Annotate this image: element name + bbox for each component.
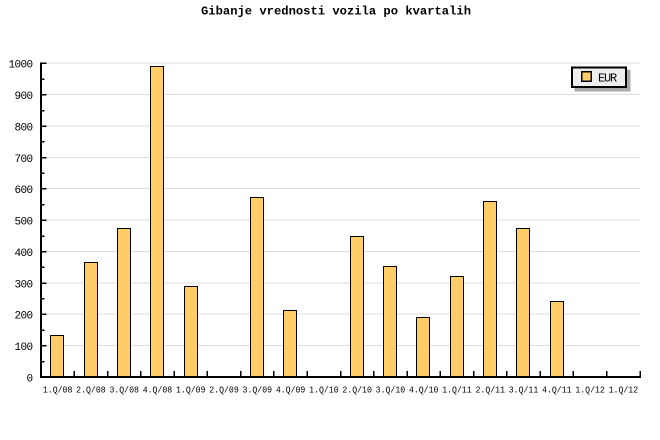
svg-text:2.Q/10: 2.Q/10: [342, 386, 372, 396]
svg-text:4.Q/09: 4.Q/09: [276, 386, 306, 396]
svg-text:3.Q/10: 3.Q/10: [376, 386, 406, 396]
svg-text:700: 700: [14, 154, 32, 166]
svg-text:1.Q/12: 1.Q/12: [575, 386, 605, 396]
svg-text:4.Q/08: 4.Q/08: [143, 386, 173, 396]
svg-text:1.Q/08: 1.Q/08: [43, 386, 73, 396]
svg-text:800: 800: [14, 122, 32, 134]
svg-text:EUR: EUR: [598, 71, 617, 85]
svg-text:2.Q/09: 2.Q/09: [209, 386, 239, 396]
svg-text:Gibanje vrednosti vozila po kv: Gibanje vrednosti vozila po kvartalih: [201, 5, 471, 19]
svg-text:1.Q/12: 1.Q/12: [609, 386, 639, 396]
svg-text:1.Q/09: 1.Q/09: [176, 386, 206, 396]
svg-text:3.Q/09: 3.Q/09: [243, 386, 273, 396]
svg-text:900: 900: [14, 91, 32, 103]
svg-text:2.Q/11: 2.Q/11: [476, 386, 506, 396]
svg-text:200: 200: [14, 311, 32, 323]
svg-text:600: 600: [14, 185, 32, 197]
svg-text:1000: 1000: [8, 60, 32, 72]
svg-text:400: 400: [14, 248, 32, 260]
svg-text:1.Q/10: 1.Q/10: [309, 386, 339, 396]
svg-text:500: 500: [14, 217, 32, 229]
svg-text:0: 0: [26, 374, 32, 386]
svg-text:100: 100: [14, 342, 32, 354]
svg-text:3.Q/08: 3.Q/08: [109, 386, 139, 396]
svg-text:300: 300: [14, 279, 32, 291]
svg-text:4.Q/11: 4.Q/11: [542, 386, 572, 396]
svg-text:3.Q/11: 3.Q/11: [509, 386, 539, 396]
svg-text:2.Q/08: 2.Q/08: [76, 386, 106, 396]
svg-text:4.Q/10: 4.Q/10: [409, 386, 439, 396]
svg-text:1.Q/11: 1.Q/11: [442, 386, 472, 396]
